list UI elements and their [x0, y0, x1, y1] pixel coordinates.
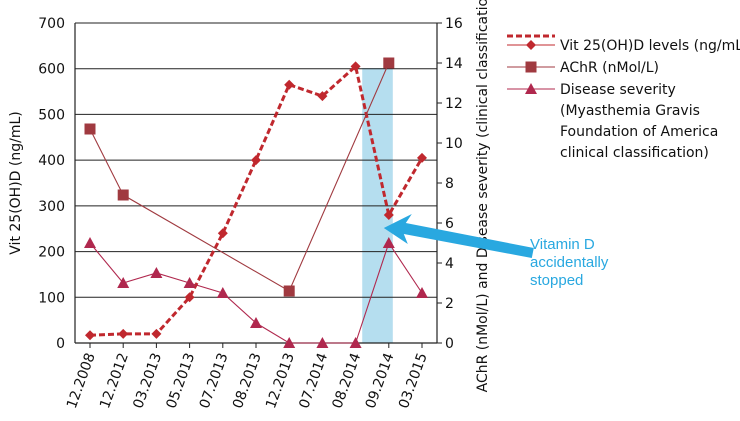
series-2-point: [117, 277, 130, 288]
legend-label: (Myasthemia Gravis: [560, 103, 700, 119]
x-tick-label: 03.2015: [396, 351, 431, 411]
series-0-point: [317, 91, 328, 102]
legend: Vit 25(OH)D levels (ng/mL) AChR (nMol/L) D…: [507, 34, 740, 161]
x-tick-label: 03.2013: [130, 351, 165, 411]
x-tick-label: 05.2013: [164, 351, 199, 411]
y-right-tick-label: 6: [445, 216, 454, 232]
series-2-point: [382, 237, 395, 248]
y-right-axis-title: AChR (nMol/L) and Disease severity (clin…: [475, 0, 491, 392]
annotation-text: stopped: [530, 272, 583, 289]
x-tick-label: 08.2014: [330, 351, 365, 411]
legend-marker: [525, 61, 537, 73]
legend-marker: [526, 40, 536, 50]
x-tick-label: 12.2008: [64, 351, 99, 411]
y-right-tick-label: 16: [445, 16, 463, 32]
x-tick-label: 12.2012: [97, 351, 132, 411]
legend-label: Disease severity: [560, 82, 676, 98]
series-1-point: [84, 123, 96, 135]
series-0-point: [85, 330, 95, 341]
series-0-point: [217, 228, 228, 239]
y-right-tick-label: 2: [445, 296, 454, 312]
legend-marker: [525, 83, 537, 94]
y-right-tick-label: 10: [445, 136, 463, 152]
series-2-point: [216, 287, 229, 298]
y-right-tick-label: 14: [445, 56, 463, 72]
series-1-point: [283, 285, 295, 297]
series-2-point: [150, 267, 163, 278]
series-0-point: [284, 79, 295, 90]
series-0-point: [151, 328, 162, 339]
annotation-text: Vitamin D: [530, 236, 595, 253]
grid-layer: [75, 22, 437, 298]
series-0-point: [417, 152, 427, 163]
y-left-tick-label: 300: [38, 199, 65, 215]
series-0-point: [184, 292, 195, 303]
legend-label: AChR (nMol/L): [560, 60, 659, 76]
series-2-point: [283, 337, 296, 348]
series-2-point: [416, 287, 428, 298]
x-tick-label: 07.2013: [197, 351, 232, 411]
y-left-tick-label: 100: [38, 290, 65, 306]
series-line-0: [89, 63, 424, 337]
series-2-point: [349, 337, 362, 348]
series-0-point: [251, 155, 261, 166]
series-2-point: [84, 237, 96, 248]
y-right-tick-label: 0: [445, 336, 454, 352]
annotation-arrow: [383, 214, 534, 258]
y-left-tick-label: 500: [38, 107, 65, 123]
series-layer: [84, 57, 428, 348]
legend-label: Vit 25(OH)D levels (ng/mL): [560, 38, 740, 54]
y-right-tick-label: 4: [445, 256, 454, 272]
y-right-tick-label: 8: [445, 176, 454, 192]
y-left-tick-label: 400: [38, 153, 65, 169]
series-0-point: [383, 210, 394, 220]
legend-label: clinical classification): [560, 145, 709, 161]
series-line-1: [89, 62, 390, 292]
annotation-text: accidentally: [530, 254, 609, 271]
y-left-tick-label: 0: [56, 336, 65, 352]
x-tick-label: 09.2014: [363, 351, 398, 411]
series-2-point: [250, 317, 262, 328]
y-left-axis-title: Vit 25(OH)D (ng/mL): [8, 111, 24, 254]
y-left-tick-label: 600: [38, 62, 65, 78]
series-0-point: [118, 328, 129, 339]
x-tick-label: 12.2013: [263, 351, 298, 411]
x-tick-label: 07.2014: [296, 351, 331, 411]
series-1-point: [117, 189, 129, 201]
x-tick-label: 08.2013: [230, 351, 265, 411]
series-0-point: [350, 61, 361, 72]
y-right-tick-label: 12: [445, 96, 463, 112]
series-2-point: [183, 277, 196, 288]
legend-label: Foundation of America: [560, 124, 718, 140]
y-left-tick-label: 700: [38, 16, 65, 32]
y-left-tick-label: 200: [38, 245, 65, 261]
series-1-point: [383, 57, 395, 69]
series-2-point: [316, 337, 329, 348]
